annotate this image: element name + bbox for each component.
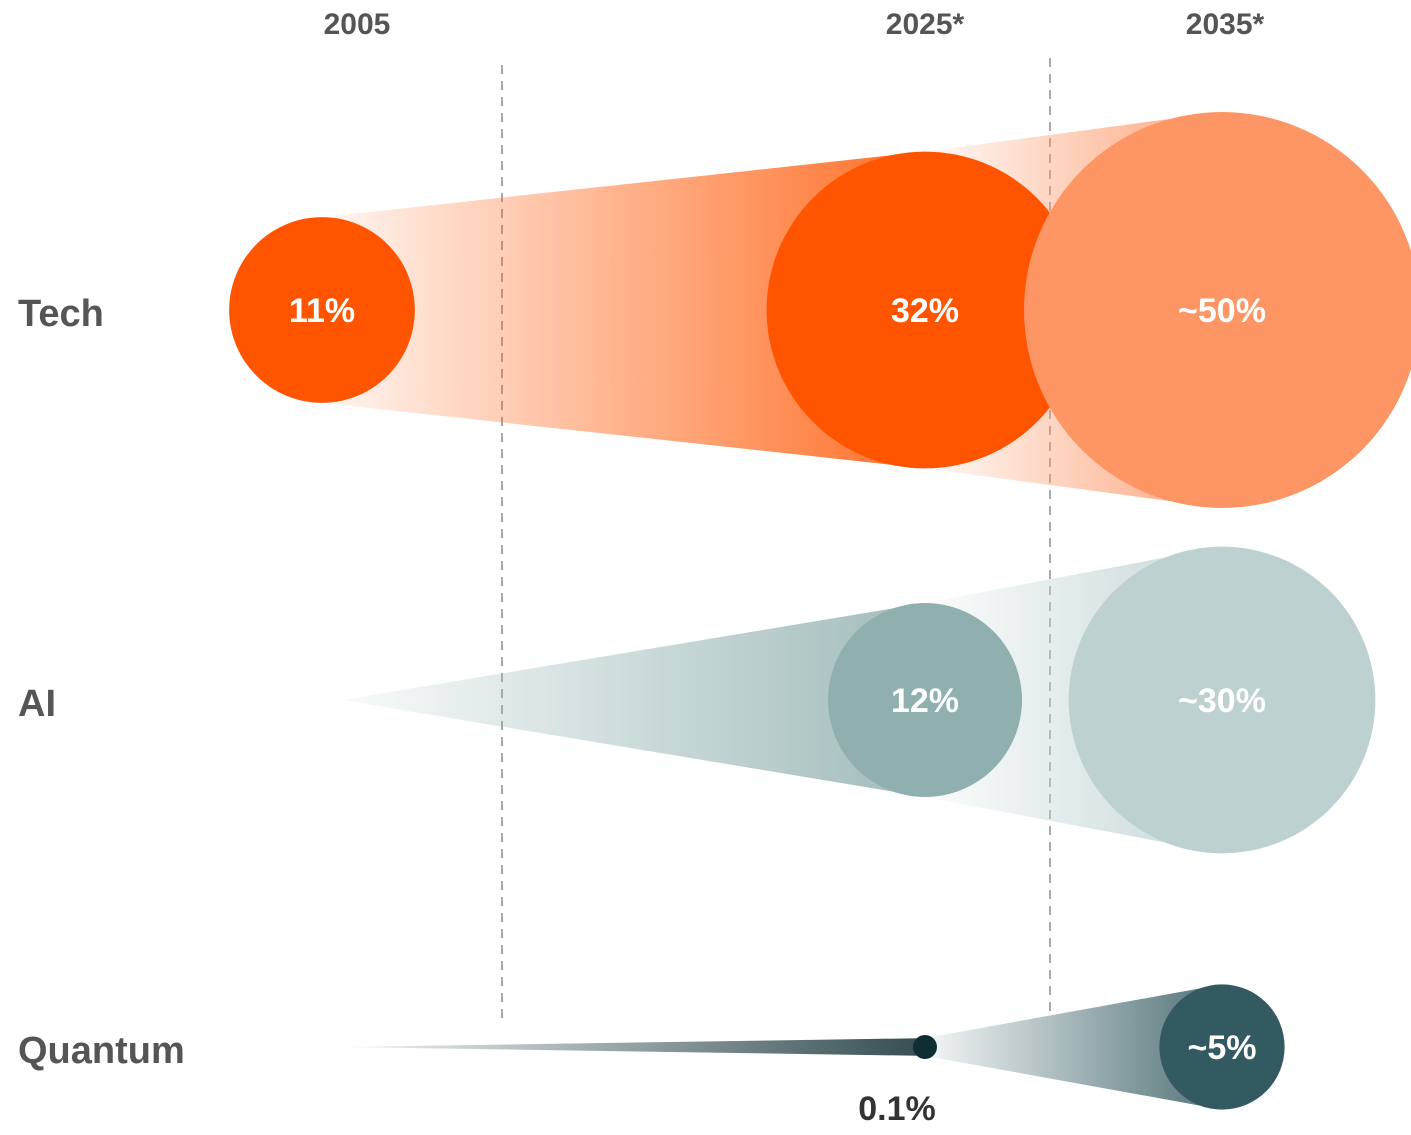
column-label: 2025* (886, 8, 965, 41)
row-label: AI (18, 683, 56, 725)
row-label: Tech (18, 293, 104, 335)
bubble (766, 151, 1084, 469)
bubble (913, 1035, 937, 1059)
wedge (342, 603, 925, 797)
value-label: 11% (289, 292, 355, 330)
wedge (342, 1038, 925, 1056)
bubble (229, 217, 415, 403)
bubble (1024, 112, 1411, 508)
bubble (828, 603, 1022, 797)
value-label: ~50% (1178, 292, 1266, 330)
value-label: ~30% (1178, 682, 1266, 720)
bubbles (229, 112, 1411, 1110)
wedge (925, 984, 1222, 1110)
column-label: 2035* (1186, 8, 1265, 41)
row-label: Quantum (18, 1030, 185, 1072)
bubble (1068, 546, 1376, 854)
wedge (322, 151, 925, 469)
value-label: ~5% (1188, 1029, 1257, 1067)
labels: Tech 11% 32% ~50% AI 12% ~30% Quantum 0.1% ~5% (18, 292, 1266, 1128)
value-label: 12% (891, 682, 959, 720)
value-label: 32% (891, 292, 959, 330)
value-label: 0.1% (858, 1090, 936, 1128)
bubble (1159, 984, 1285, 1110)
column-label: 2005 (324, 8, 391, 41)
